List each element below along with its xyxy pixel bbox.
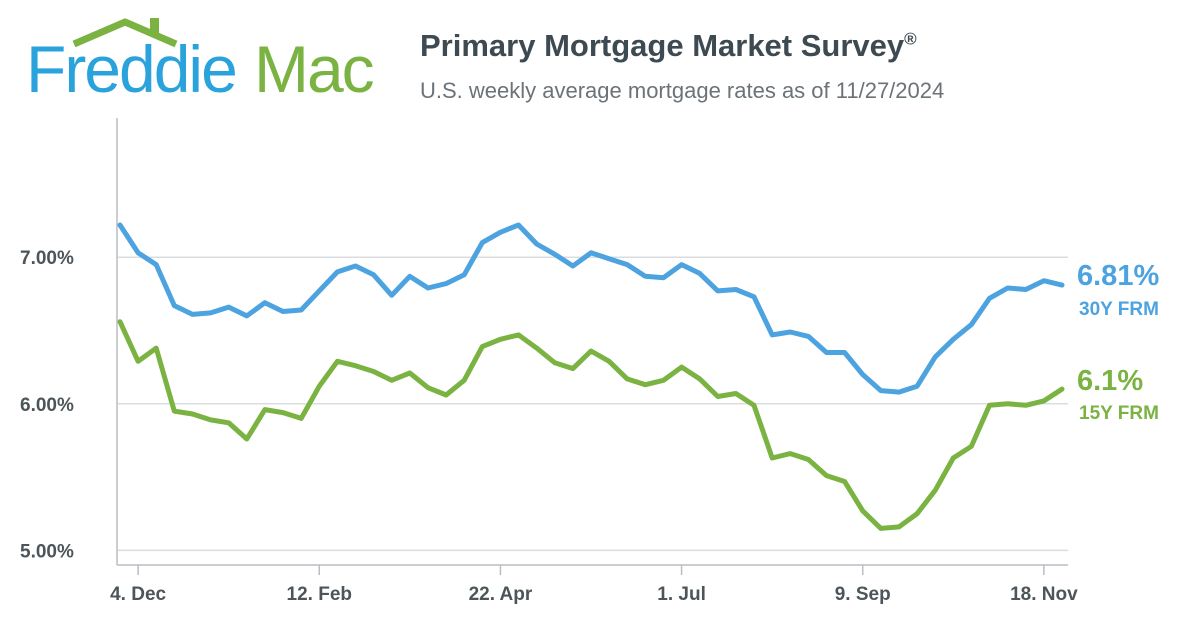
chart-subtitle: U.S. weekly average mortgage rates as of… [420, 78, 945, 103]
house-roof-icon [72, 18, 178, 48]
logo-mac-text: Mac [254, 32, 375, 106]
end-value-label: 6.81% [1077, 260, 1159, 292]
chart-title-text: Primary Mortgage Market Survey [420, 28, 905, 63]
x-tick-label: 4. Dec [110, 584, 166, 605]
series-line-15y-frm [117, 319, 1065, 531]
series-name-label: 30Y FRM [1079, 299, 1159, 320]
y-tick-label: 6.00% [20, 395, 74, 416]
registered-mark: ® [904, 29, 917, 49]
logo-freddie-text: Freddie [26, 32, 238, 106]
x-axis-ticks: 4. Dec 12. Feb 22. Apr 1. Jul 9. Sep 18. Nov [110, 565, 1078, 605]
gridlines [117, 256, 1068, 552]
series-name-label: 15Y FRM [1079, 403, 1159, 424]
y-tick-label: 5.00% [20, 541, 74, 562]
y-tick-label: 7.00% [20, 248, 74, 269]
series-lines [117, 222, 1065, 531]
end-value-label: 6.1% [1077, 365, 1143, 397]
x-tick-label: 18. Nov [1010, 584, 1078, 605]
x-tick-label: 9. Sep [835, 584, 891, 605]
end-labels: 6.81% 30Y FRM 6.1% 15Y FRM [1077, 260, 1159, 424]
series-line-30y-frm [117, 222, 1065, 395]
y-axis-ticks: 5.00% 6.00% 7.00% [20, 248, 74, 562]
x-tick-label: 22. Apr [469, 584, 533, 605]
chart-title: Primary Mortgage Market Survey® [420, 28, 917, 64]
x-tick-label: 12. Feb [287, 584, 352, 605]
x-tick-label: 1. Jul [657, 584, 706, 605]
freddie-mac-logo: Freddie Mac [26, 18, 386, 108]
